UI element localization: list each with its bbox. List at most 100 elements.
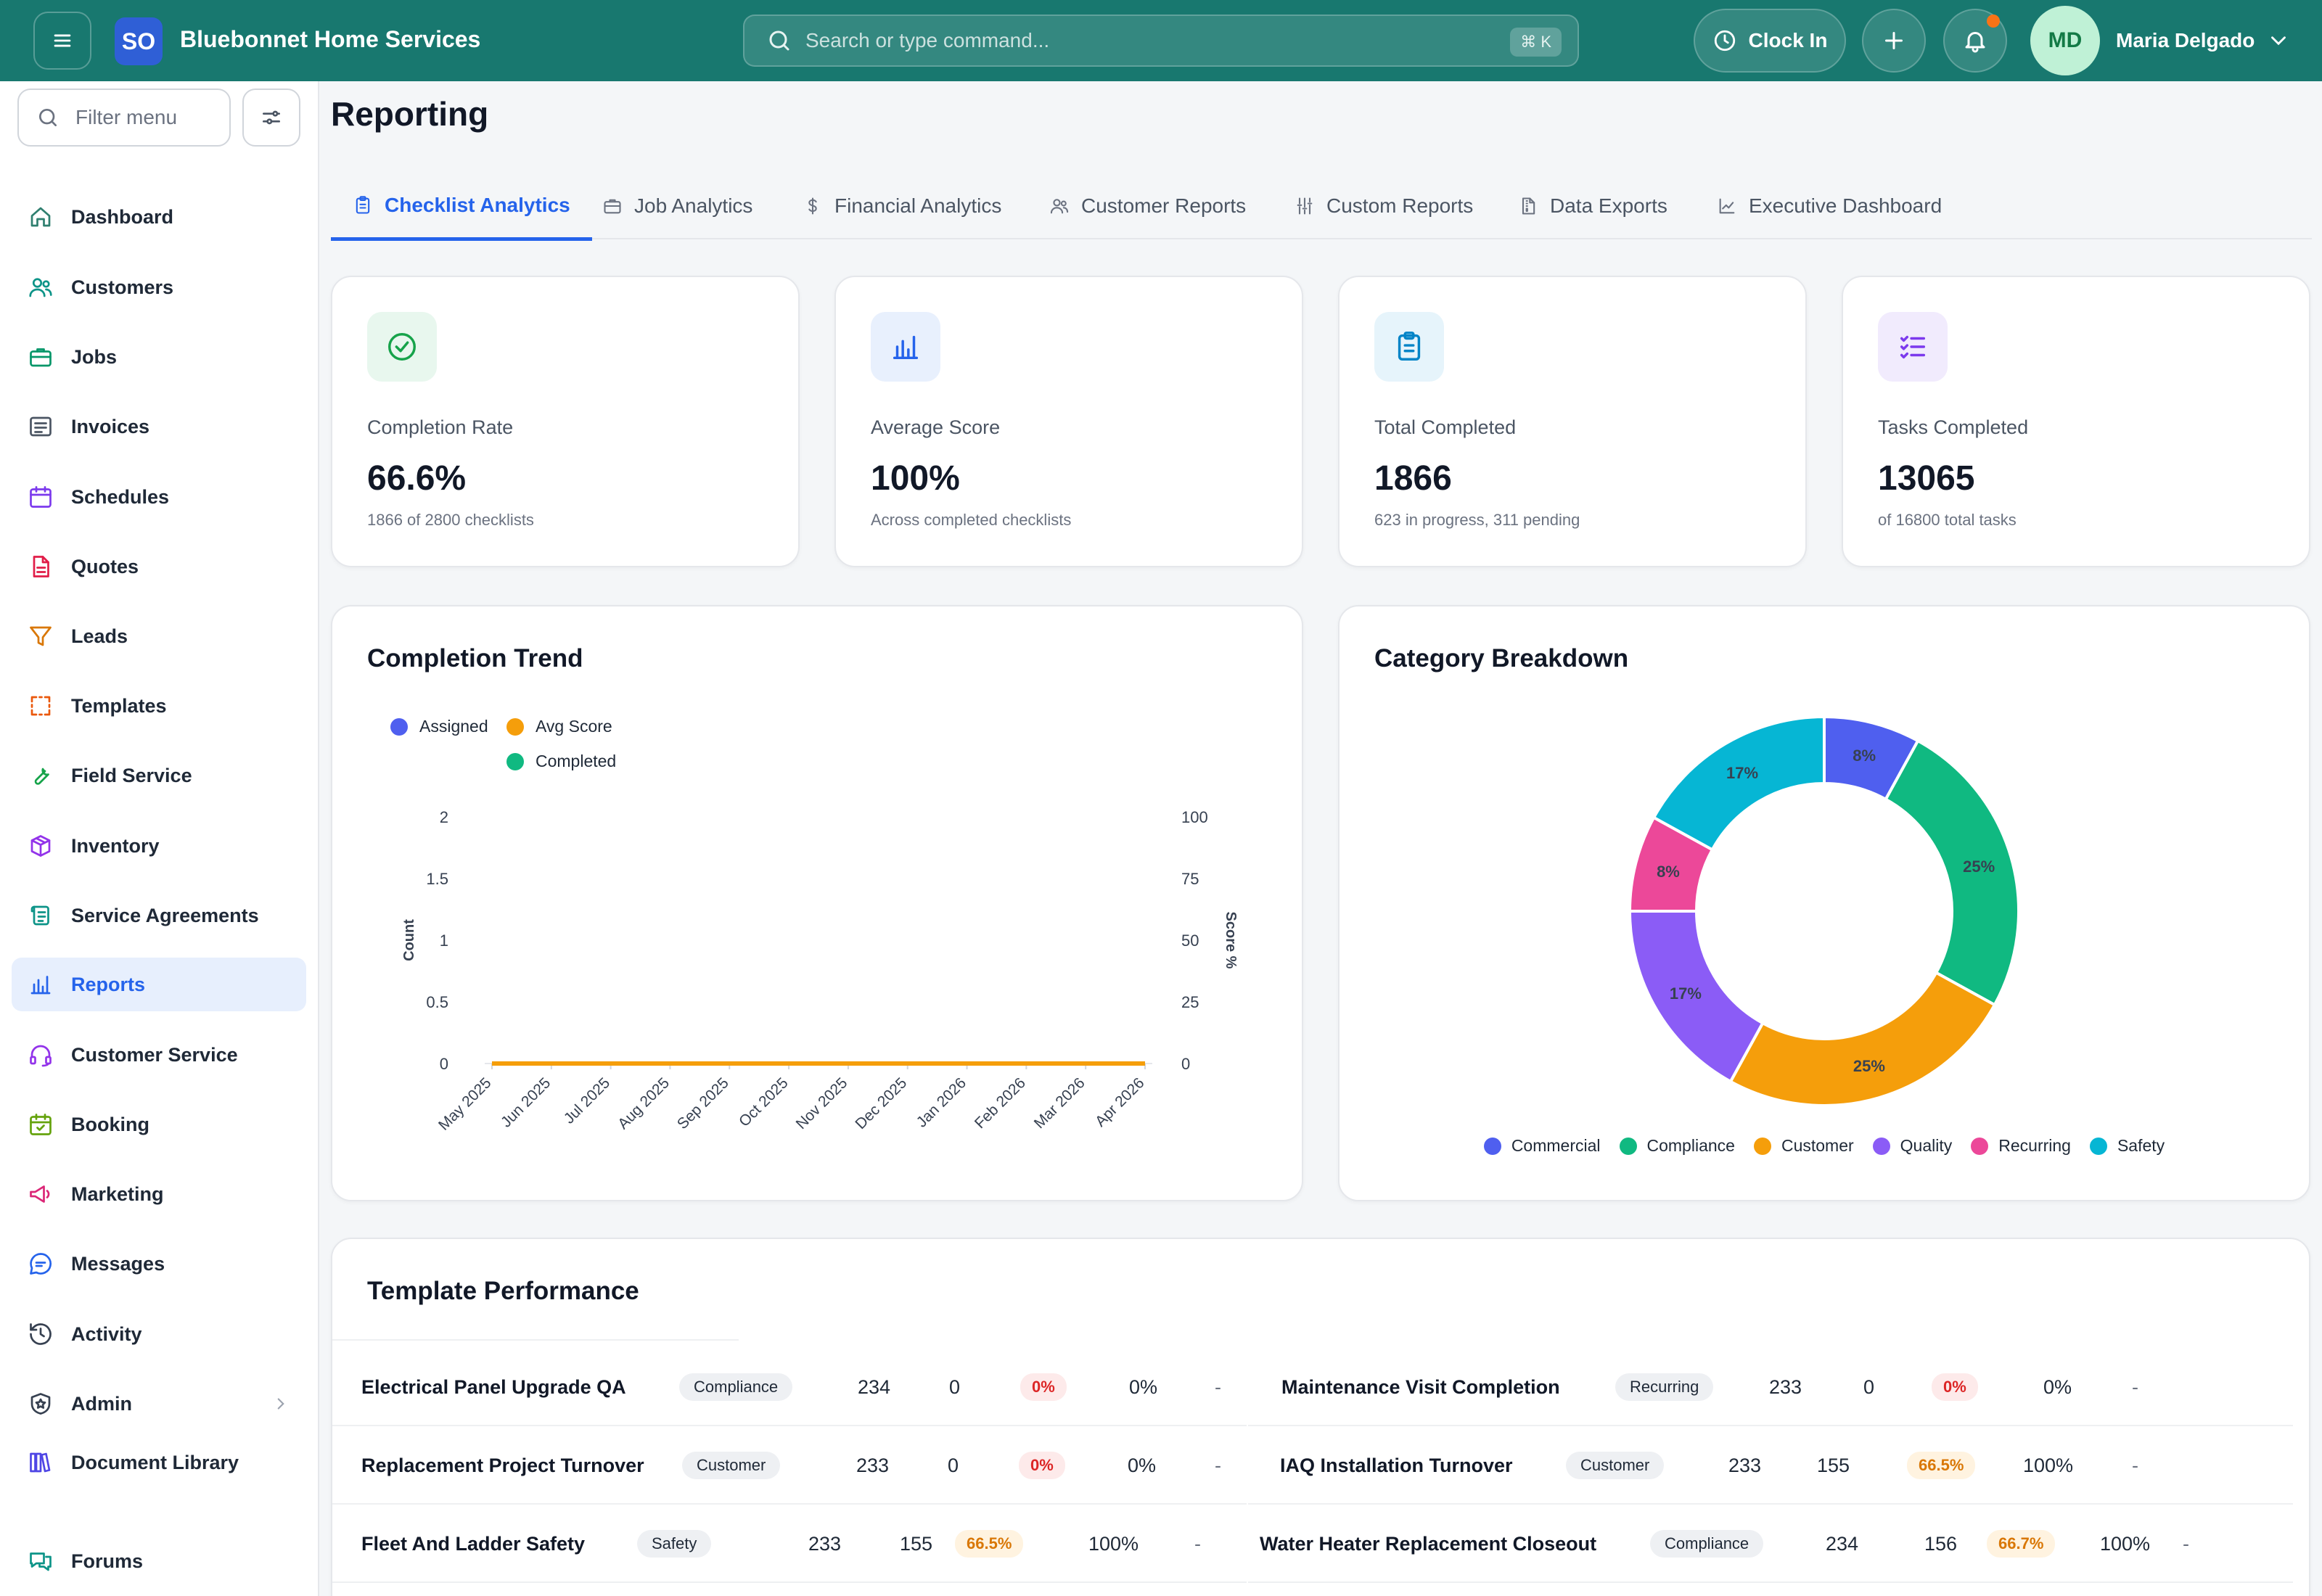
template-icon — [30, 696, 51, 716]
completion-rate-cell: 0% — [1020, 1348, 1067, 1426]
table-row[interactable]: Fleet And Ladder Safety Safety 233 155 66.5%… — [332, 1505, 1247, 1583]
completion-rate-cell: 0% — [1019, 1426, 1065, 1505]
sidebar-item-jobs[interactable]: Jobs — [12, 330, 306, 384]
menu-settings-button[interactable] — [242, 89, 300, 147]
sidebar-item-marketing[interactable]: Marketing — [12, 1167, 306, 1221]
sidebar-item-quotes[interactable]: Quotes — [12, 540, 306, 593]
sidebar-item-messages[interactable]: Messages — [12, 1237, 306, 1291]
legend-dot — [1619, 1137, 1637, 1155]
legend-dot — [1483, 1137, 1501, 1155]
donut-slice-safety[interactable] — [1652, 715, 1826, 852]
y2-tick-label: 0 — [1181, 1055, 1190, 1073]
trend-value: - — [2132, 1454, 2138, 1476]
legend-item-commercial[interactable]: Commercial — [1483, 1136, 1601, 1156]
category-badge: Customer — [682, 1452, 781, 1479]
scroll-icon — [30, 905, 49, 926]
brand-logo[interactable]: SO — [115, 17, 163, 65]
search-input[interactable] — [805, 29, 1459, 52]
y-tick-label: 1 — [440, 931, 448, 950]
sidebar-item-customer-service[interactable]: Customer Service — [12, 1028, 306, 1082]
command-search[interactable]: ⌘ K — [743, 15, 1579, 67]
donut-slice-customer[interactable] — [1728, 971, 1997, 1107]
sidebar-item-label: Dashboard — [71, 205, 174, 228]
legend-item-recurring[interactable]: Recurring — [1971, 1136, 2071, 1156]
tab-executive-dashboard[interactable]: Executive Dashboard — [1717, 173, 1942, 239]
kpi-icon-tile — [1374, 312, 1444, 382]
y2-tick-label: 100 — [1181, 808, 1208, 826]
category-breakdown-title: Category Breakdown — [1374, 644, 1629, 672]
sidebar-item-dashboard[interactable]: Dashboard — [12, 190, 306, 244]
table-row[interactable]: IAQ Installation Turnover Customer 233 155 6… — [1248, 1426, 2293, 1505]
completed-count: 0 — [1863, 1375, 1875, 1398]
x-tick-label: Dec 2025 — [852, 1074, 910, 1132]
kpi-subtext: Across completed checklists — [871, 511, 1072, 529]
sidebar-item-service-agreements[interactable]: Service Agreements — [12, 889, 306, 942]
sliders-icon — [1297, 197, 1313, 215]
sidebar-item-inventory[interactable]: Inventory — [12, 819, 306, 873]
table-row[interactable]: Water Heater Replacement Closeout Complia… — [1248, 1505, 2293, 1583]
legend-item-quality[interactable]: Quality — [1872, 1136, 1953, 1156]
filter-menu-field[interactable] — [17, 89, 231, 147]
legend-item-safety[interactable]: Safety — [2089, 1136, 2165, 1156]
tab-custom-reports[interactable]: Custom Reports — [1295, 173, 1473, 239]
sidebar-item-label: Jobs — [71, 345, 118, 368]
notifications-button[interactable] — [1943, 9, 2007, 73]
chat-icon — [30, 1253, 52, 1275]
category-badge: Customer — [1566, 1452, 1665, 1479]
sidebar-item-forums[interactable]: Forums — [12, 1534, 306, 1588]
sidebar-item-invoices[interactable]: Invoices — [12, 400, 306, 453]
table-row[interactable]: Electrical Panel Upgrade QA Compliance 234… — [332, 1348, 1247, 1426]
y-axis-label: Count — [401, 919, 417, 961]
legend-item-completed[interactable]: Completed — [506, 752, 616, 771]
legend-label: Quality — [1900, 1136, 1953, 1155]
tab-data-exports[interactable]: Data Exports — [1518, 173, 1667, 239]
sidebar-item-leads[interactable]: Leads — [12, 609, 306, 663]
filter-menu-input[interactable] — [75, 106, 221, 129]
legend-item-compliance[interactable]: Compliance — [1619, 1136, 1735, 1156]
legend-item-assigned[interactable]: Assigned — [390, 717, 488, 736]
table-row[interactable]: Maintenance Visit Completion Recurring 233… — [1248, 1348, 2293, 1426]
sidebar-item-field-service[interactable]: Field Service — [12, 749, 306, 802]
sidebar-item-admin[interactable]: Admin — [12, 1377, 306, 1431]
clock-in-label: Clock In — [1748, 29, 1828, 52]
completed-count: 156 — [1924, 1532, 1958, 1555]
donut-slice-compliance[interactable] — [1884, 739, 2020, 1007]
completion-rate-cell: 66.5% — [1907, 1426, 1976, 1505]
sidebar-item-templates[interactable]: Templates — [12, 679, 306, 733]
quick-add-button[interactable] — [1862, 9, 1926, 73]
kpi-icon-tile — [1878, 312, 1948, 382]
sidebar-item-schedules[interactable]: Schedules — [12, 470, 306, 524]
legend-item-avg-score[interactable]: Avg Score — [506, 717, 612, 736]
sidebar-item-booking[interactable]: Booking — [12, 1098, 306, 1151]
x-tick-label: Jul 2025 — [561, 1074, 613, 1127]
sidebar-item-label: Marketing — [71, 1182, 164, 1205]
tab-customer-reports[interactable]: Customer Reports — [1049, 173, 1246, 239]
average-score: 0% — [1128, 1454, 1157, 1476]
user-menu[interactable]: MD Maria Delgado — [2030, 6, 2291, 75]
tab-label: Job Analytics — [634, 194, 753, 217]
sidebar-item-activity[interactable]: Activity — [12, 1307, 306, 1361]
dollar-icon — [808, 197, 817, 215]
sidebar-item-label: Field Service — [71, 764, 192, 786]
tab-financial-analytics[interactable]: Financial Analytics — [803, 173, 1001, 239]
trend-icon — [1719, 198, 1735, 214]
completion-rate-cell: 0% — [1932, 1348, 1978, 1426]
clock-in-button[interactable]: Clock In — [1694, 9, 1846, 73]
tab-job-analytics[interactable]: Job Analytics — [602, 173, 752, 239]
hamburger-menu-button[interactable] — [33, 12, 91, 70]
sidebar-item-document-library[interactable]: Document Library — [12, 1436, 306, 1489]
tab-label: Data Exports — [1550, 194, 1667, 217]
legend-item-customer[interactable]: Customer — [1753, 1136, 1854, 1156]
category-badge-cell: Customer — [1566, 1426, 1665, 1505]
sidebar-item-reports[interactable]: Reports — [12, 958, 306, 1011]
sidebar-item-customers[interactable]: Customers — [12, 260, 306, 314]
completion-rate-badge: 66.5% — [1907, 1452, 1976, 1479]
sidebar: Dashboard Customers Jobs Invoices Schedules Q… — [0, 81, 319, 1596]
donut-slice-label: 17% — [1726, 764, 1758, 782]
trend-value: - — [1215, 1454, 1221, 1476]
bar-chart-icon — [30, 976, 51, 995]
template-name: Maintenance Visit Completion — [1281, 1375, 1560, 1398]
table-row[interactable]: Replacement Project Turnover Customer 233 0… — [332, 1426, 1247, 1505]
tab-checklist-analytics[interactable]: Checklist Analytics — [331, 173, 592, 241]
